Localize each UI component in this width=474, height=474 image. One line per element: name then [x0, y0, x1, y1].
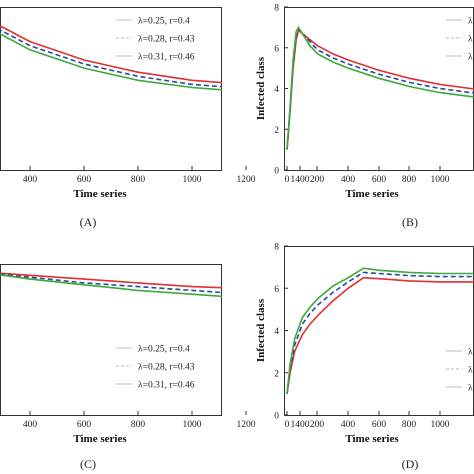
series-line-1: [0, 272, 222, 289]
y-tick-label: 2: [274, 126, 279, 136]
series-line-2: [286, 26, 474, 150]
x-axis-label: Time series: [345, 188, 399, 200]
series-line-2: [0, 29, 222, 88]
x-tick-label: 1400: [291, 175, 310, 185]
plot-frame: [0, 7, 222, 171]
legend: λ=0.25, r=0.4 λ=0.28, r=0.43 λ=0.31, r=0.4…: [116, 345, 195, 391]
y-tick-label: 6: [274, 285, 279, 295]
series-line-3: [286, 267, 474, 394]
x-tick-label: 800: [131, 175, 146, 185]
panel-caption: (C): [80, 457, 96, 471]
y-tick-label: 8: [274, 4, 279, 14]
x-tick-label: 800: [402, 175, 417, 185]
x-tick-label: 400: [23, 175, 38, 185]
legend-label: λ=0.28, r=0.43: [138, 35, 195, 45]
y-tick-label: 0: [274, 412, 279, 422]
legend-label: λ=0.28, r=0.43: [138, 363, 195, 373]
legend-label: λ=0.25, r=0.4: [138, 345, 190, 355]
series-line-2: [286, 271, 474, 394]
x-axis-label: Time series: [345, 433, 399, 445]
x-tick-label: 0: [285, 420, 290, 430]
panel-b: 0 200 400 600 800 1000 0 2 4 6 8 Infected class Time…: [255, 4, 474, 229]
panel-caption: (B): [402, 215, 418, 229]
series-group: [0, 272, 222, 298]
series-group: [286, 267, 474, 395]
y-tick-label: 2: [274, 369, 279, 379]
x-tick-label: 600: [77, 420, 92, 430]
legend-label: λ: [468, 348, 473, 358]
series-line-2: [0, 273, 222, 294]
legend-label: λ: [468, 17, 473, 27]
x-tick-label: 1000: [183, 420, 202, 430]
series-line-3: [0, 32, 222, 91]
x-tick-label: 400: [341, 420, 356, 430]
x-tick-label: 600: [372, 175, 387, 185]
series-line-1: [286, 28, 474, 150]
x-tick-label: 1000: [183, 175, 202, 185]
x-tick-label: 1400: [291, 420, 310, 430]
legend-label: λ=0.31, r=0.46: [138, 381, 195, 391]
x-tick-label: 800: [402, 420, 417, 430]
y-axis-label: Infected class: [255, 298, 267, 362]
panel-caption: (A): [80, 215, 97, 229]
y-tick-label: 8: [274, 243, 279, 253]
panel-caption: (D): [402, 457, 419, 471]
y-tick-label: 4: [274, 327, 279, 337]
x-axis-label: Time series: [73, 188, 127, 200]
plot-frame: [0, 264, 222, 416]
series-group: [0, 25, 222, 91]
x-tick-label: 200: [310, 175, 325, 185]
legend-label: λ: [468, 384, 473, 394]
plot-frame: [284, 246, 474, 416]
legend: λ=0.25, r=0.4 λ=0.28, r=0.43 λ=0.31, r=0.4…: [116, 17, 195, 63]
series-line-1: [0, 25, 222, 84]
x-tick-label: 1000: [431, 420, 450, 430]
x-tick-label: 1000: [431, 175, 450, 185]
legend-label: λ: [468, 53, 473, 63]
legend-label: λ: [468, 35, 473, 45]
series-line-3: [0, 274, 222, 298]
series-group: [286, 25, 474, 150]
x-tick-label: 800: [131, 420, 146, 430]
x-tick-label: 400: [23, 420, 38, 430]
legend-label: λ=0.25, r=0.4: [138, 17, 190, 27]
x-tick-label: 1200: [237, 420, 256, 430]
y-axis-label: Infected class: [255, 56, 267, 120]
x-tick-label: 0: [285, 175, 290, 185]
x-tick-label: 600: [372, 420, 387, 430]
legend-label: λ=0.31, r=0.46: [138, 53, 195, 63]
x-tick-label: 600: [77, 175, 92, 185]
y-tick-label: 0: [274, 167, 279, 177]
x-tick-label: 1200: [237, 175, 256, 185]
legend: λλλ: [446, 348, 473, 394]
legend-label: λ: [468, 366, 473, 376]
y-tick-label: 6: [274, 44, 279, 54]
legend: λλλ: [446, 17, 473, 63]
x-tick-label: 200: [310, 420, 325, 430]
series-line-1: [286, 276, 474, 395]
y-tick-label: 4: [274, 85, 279, 95]
x-axis-label: Time series: [73, 433, 127, 445]
panel-d: 0 200 400 600 800 1000 0 2 4 6 8 Infected class Time…: [255, 243, 474, 471]
x-tick-label: 400: [341, 175, 356, 185]
series-line-3: [286, 25, 474, 150]
